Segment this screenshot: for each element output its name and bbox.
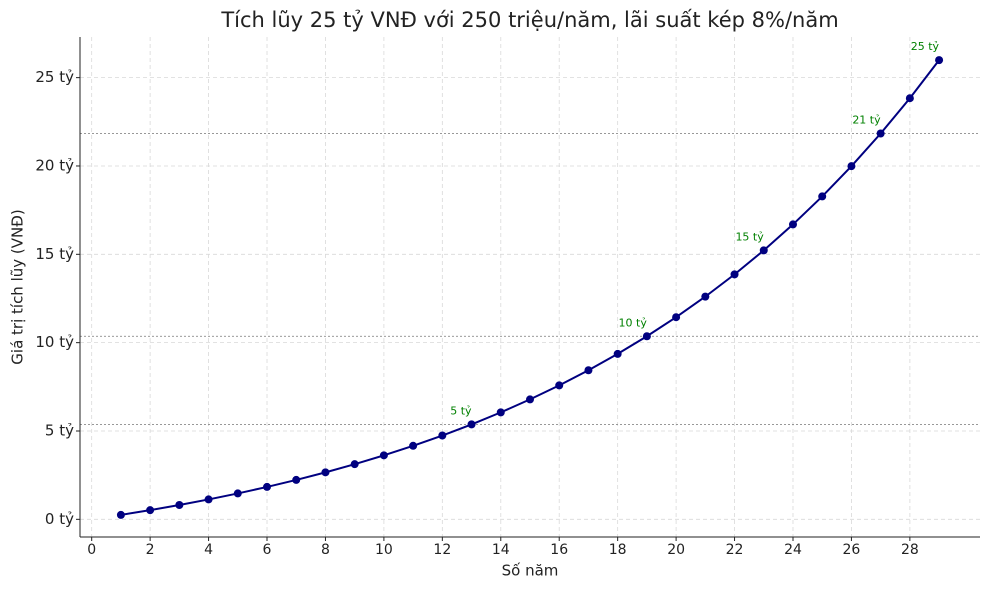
y-tick-label: 25 tỷ bbox=[35, 68, 74, 86]
x-tick-label: 6 bbox=[263, 542, 272, 558]
y-axis-label: Giá trị tích lũy (VNĐ) bbox=[9, 209, 27, 364]
x-tick-label: 14 bbox=[492, 542, 510, 558]
data-point bbox=[905, 94, 914, 103]
annotation: 15 tỷ bbox=[735, 230, 764, 243]
data-point bbox=[613, 349, 622, 358]
y-tick-label: 15 tỷ bbox=[35, 245, 74, 263]
data-point bbox=[496, 408, 505, 417]
x-tick-label: 24 bbox=[784, 542, 802, 558]
y-tick-label: 0 tỷ bbox=[45, 510, 74, 528]
chart-title: Tích lũy 25 tỷ VNĐ với 250 triệu/năm, lã… bbox=[220, 8, 838, 32]
data-point bbox=[467, 420, 476, 429]
data-point bbox=[876, 129, 885, 138]
data-point bbox=[584, 366, 593, 375]
data-point bbox=[146, 506, 155, 515]
data-point bbox=[730, 270, 739, 279]
data-point bbox=[175, 500, 184, 509]
data-point bbox=[935, 56, 944, 65]
data-point bbox=[847, 162, 856, 171]
x-tick-label: 18 bbox=[609, 542, 627, 558]
data-point bbox=[321, 468, 330, 477]
data-line bbox=[120, 59, 940, 516]
annotation: 21 tỷ bbox=[852, 114, 881, 127]
x-tick-label: 8 bbox=[321, 542, 330, 558]
data-point bbox=[555, 381, 564, 390]
data-point bbox=[701, 292, 710, 301]
annotation: 5 tỷ bbox=[450, 404, 472, 417]
data-point bbox=[350, 460, 359, 469]
annotation: 10 tỷ bbox=[619, 316, 648, 329]
x-tick-label: 22 bbox=[726, 542, 744, 558]
x-tick-label: 20 bbox=[667, 542, 685, 558]
data-point bbox=[642, 332, 651, 341]
x-axis-label: Số năm bbox=[502, 562, 559, 580]
x-tick-label: 2 bbox=[146, 542, 155, 558]
data-point bbox=[672, 313, 681, 322]
annotation: 25 tỷ bbox=[911, 40, 940, 53]
x-tick-label: 4 bbox=[204, 542, 213, 558]
x-tick-label: 0 bbox=[87, 542, 96, 558]
x-tick-label: 10 bbox=[375, 542, 393, 558]
y-tick-label: 20 tỷ bbox=[35, 156, 74, 174]
data-point bbox=[116, 510, 125, 519]
data-point bbox=[759, 246, 768, 255]
data-point bbox=[204, 495, 213, 504]
y-tick-label: 10 tỷ bbox=[35, 333, 74, 351]
data-point bbox=[818, 192, 827, 201]
x-tick-label: 28 bbox=[901, 542, 919, 558]
data-point bbox=[526, 395, 534, 404]
data-point bbox=[409, 441, 418, 450]
y-tick-label: 5 tỷ bbox=[45, 421, 74, 439]
data-point bbox=[292, 475, 301, 484]
data-point bbox=[263, 482, 272, 491]
data-point bbox=[379, 451, 388, 460]
data-point bbox=[438, 431, 447, 440]
x-tick-label: 26 bbox=[843, 542, 861, 558]
data-point bbox=[233, 489, 242, 498]
x-tick-label: 16 bbox=[550, 542, 568, 558]
x-tick-label: 12 bbox=[433, 542, 451, 558]
data-point bbox=[788, 220, 797, 229]
